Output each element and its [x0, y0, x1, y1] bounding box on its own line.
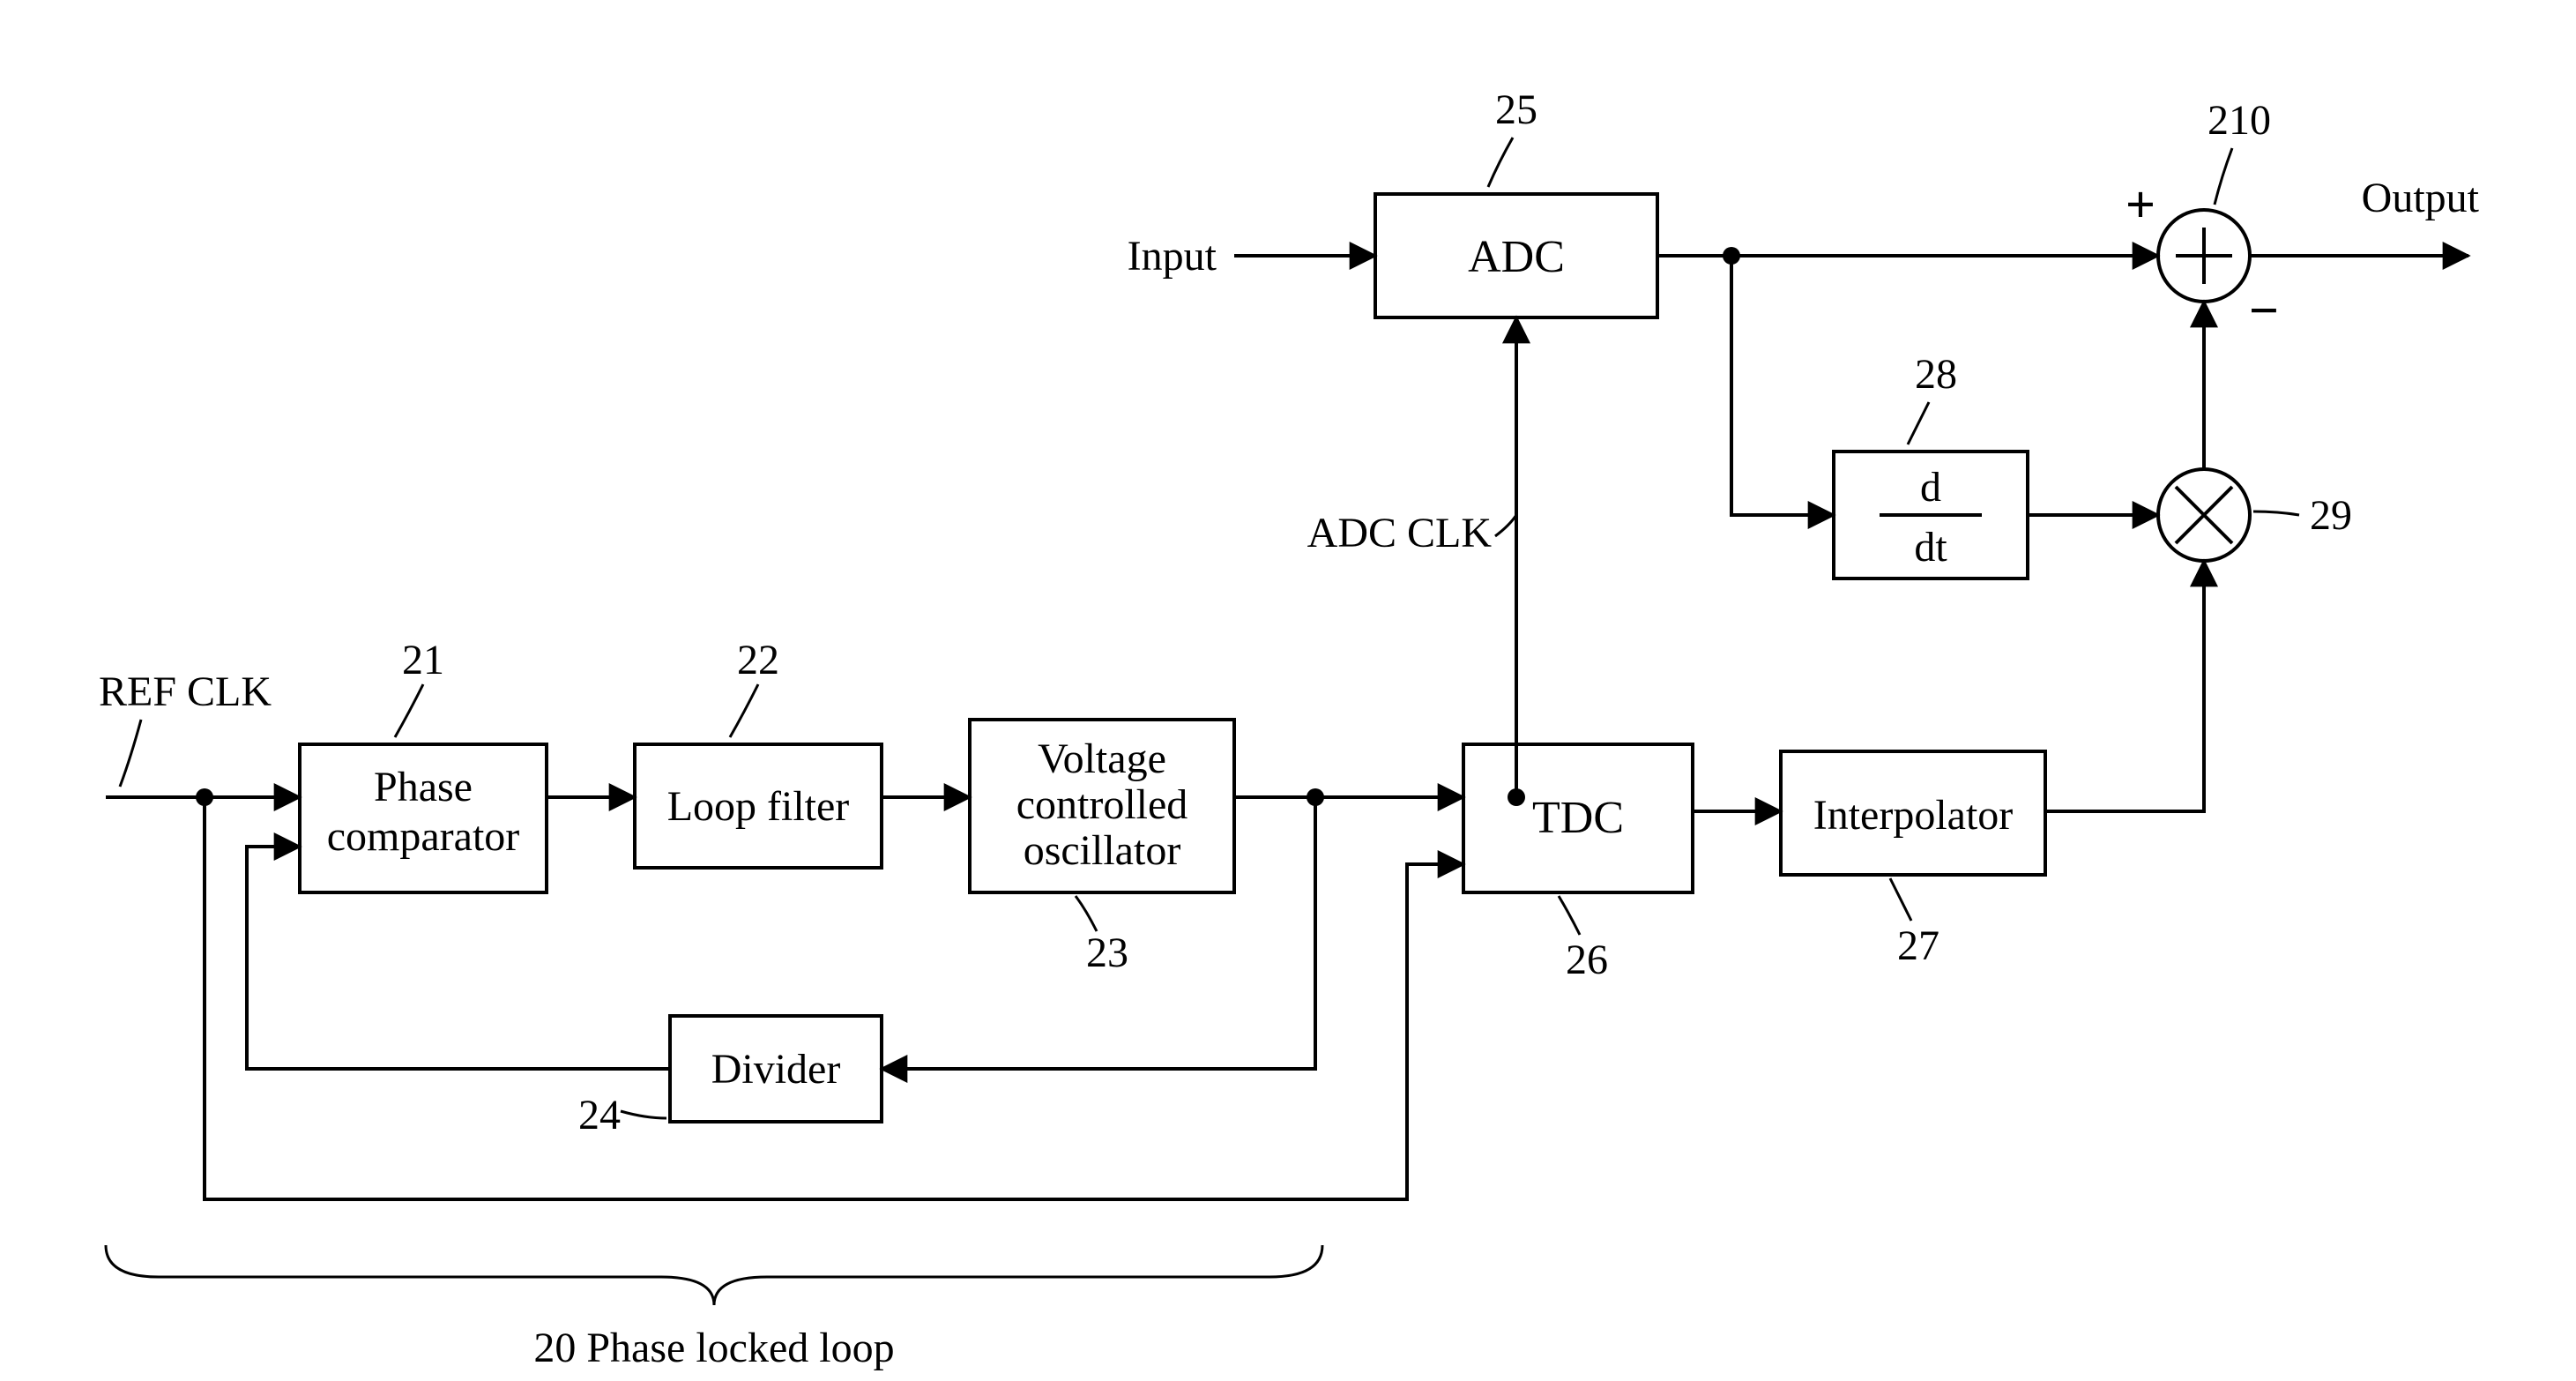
leader-29 — [2253, 511, 2299, 515]
output-label: Output — [2362, 175, 2480, 221]
ref-29: 29 — [2310, 492, 2352, 539]
ref-22: 22 — [737, 637, 779, 683]
input-label: Input — [1128, 233, 1217, 280]
leader-23 — [1076, 896, 1097, 931]
deriv-numer: d — [1920, 464, 1941, 511]
pll-caption-num: 20 — [533, 1325, 576, 1371]
phase-comparator-label-1: Phase — [374, 764, 473, 810]
pll-brace — [106, 1245, 1322, 1305]
tdc-label: TDC — [1532, 793, 1624, 843]
leader-21 — [395, 684, 423, 737]
ref-28: 28 — [1915, 351, 1957, 398]
divider-label: Divider — [711, 1046, 841, 1093]
ref-27: 27 — [1897, 922, 1939, 969]
leader-28 — [1908, 402, 1929, 444]
pll-caption: 20 Phase locked loop — [533, 1325, 894, 1371]
refclk-label: REF CLK — [99, 668, 272, 715]
adc-label: ADC — [1468, 232, 1565, 282]
vco-label-3: oscillator — [1024, 827, 1181, 874]
leader-22 — [730, 684, 758, 737]
ref-23: 23 — [1086, 929, 1128, 976]
wire-branch-to-deriv — [1731, 256, 1834, 515]
leader-26 — [1559, 896, 1580, 935]
ref-24: 24 — [578, 1092, 621, 1138]
refclk-leader — [120, 720, 141, 787]
ref-25: 25 — [1495, 86, 1537, 133]
vco-label-2: controlled — [1016, 781, 1188, 828]
deriv-denom: dt — [1914, 524, 1947, 571]
wire-interp-to-mult — [2045, 561, 2204, 811]
ref-210: 210 — [2207, 97, 2271, 144]
multiplier-node — [2158, 469, 2250, 561]
leader-24 — [621, 1111, 666, 1118]
adcclk-leader — [1495, 515, 1516, 536]
ref-21: 21 — [402, 637, 444, 683]
loop-filter-label: Loop filter — [667, 783, 850, 830]
summer-minus: − — [2249, 281, 2279, 340]
interpolator-label: Interpolator — [1813, 792, 2014, 839]
leader-27 — [1890, 878, 1911, 921]
ref-26: 26 — [1566, 937, 1608, 983]
phase-comparator-label-2: comparator — [327, 813, 520, 860]
pll-caption-text: Phase locked loop — [586, 1325, 894, 1371]
adcclk-label: ADC CLK — [1307, 510, 1493, 556]
summer-plus: + — [2126, 175, 2155, 234]
leader-25 — [1488, 138, 1513, 187]
summer-node — [2158, 210, 2250, 302]
vco-label-1: Voltage — [1038, 735, 1166, 782]
leader-210 — [2215, 148, 2232, 205]
